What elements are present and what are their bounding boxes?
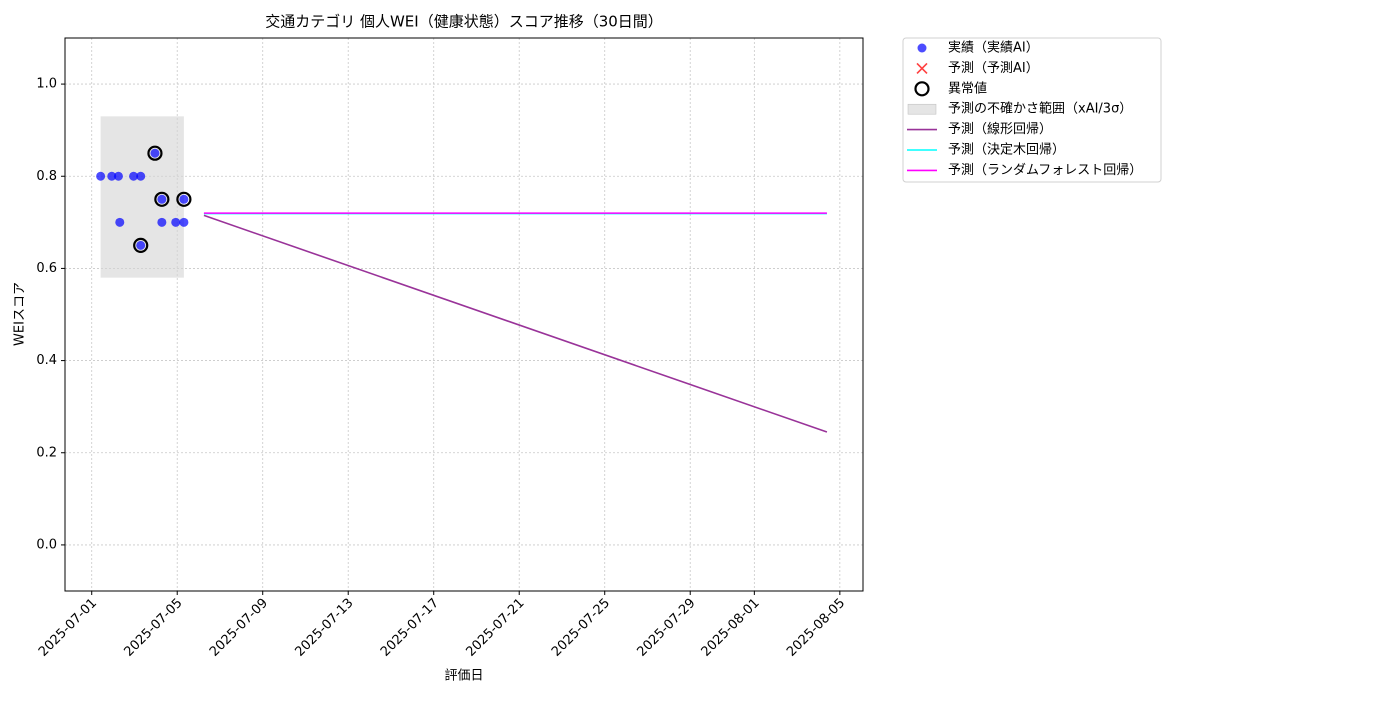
y-tick-label: 0.2 — [36, 445, 57, 460]
plot-layer — [65, 38, 863, 591]
legend-marker — [916, 62, 928, 74]
y-tick-label: 0.6 — [36, 261, 57, 276]
point — [96, 171, 106, 181]
legend-label: 予測（決定木回帰） — [948, 142, 1065, 158]
x-tick-label: 2025-07-13 — [292, 596, 356, 660]
point — [157, 194, 167, 204]
forecast-line — [203, 214, 828, 433]
axes-frame — [64, 37, 864, 592]
legend-box — [902, 37, 1162, 183]
point — [129, 171, 139, 181]
x-tick-label: 2025-07-29 — [634, 596, 698, 660]
legend-marker — [917, 43, 927, 53]
anomaly-marker — [154, 191, 170, 207]
point — [179, 217, 189, 227]
y-tick-label: 0.4 — [36, 353, 57, 368]
point — [113, 171, 123, 181]
anomaly-marker — [176, 191, 192, 207]
chart-title: 交通カテゴリ 個人WEI（健康状態）スコア推移（30日間） — [265, 13, 663, 31]
x-tick-label: 2025-08-05 — [784, 596, 848, 660]
point — [150, 148, 160, 158]
legend-label: 予測（線形回帰） — [948, 121, 1052, 137]
y-tick-label: 0.0 — [36, 537, 57, 552]
point — [136, 240, 146, 250]
legend-label: 予測（予測AI） — [948, 61, 1039, 76]
legend-marker — [914, 81, 930, 97]
x-tick-label: 2025-07-05 — [121, 596, 185, 660]
y-axis-label: WEIスコア — [13, 282, 28, 346]
y-tick-label: 1.0 — [36, 77, 57, 92]
point — [171, 217, 181, 227]
x-tick-label: 2025-08-01 — [699, 596, 763, 660]
legend-label: 実績（実績AI） — [948, 40, 1039, 56]
y-tick-label: 0.8 — [36, 169, 57, 184]
point — [179, 194, 189, 204]
point — [115, 217, 125, 227]
x-tick-label: 2025-07-21 — [463, 596, 527, 660]
legend-label: 異常値 — [948, 80, 987, 96]
anomaly-marker — [133, 237, 149, 253]
legend-label: 予測の不確かさ範囲（xAI/3σ） — [948, 101, 1132, 117]
x-axis-label: 評価日 — [444, 669, 483, 684]
anomaly-marker — [147, 145, 163, 161]
point — [107, 171, 117, 181]
legend-patch — [907, 103, 937, 115]
x-tick-label: 2025-07-17 — [378, 596, 442, 660]
x-tick-label: 2025-07-01 — [36, 596, 100, 660]
x-tick-label: 2025-07-09 — [207, 596, 271, 660]
point — [157, 217, 167, 227]
x-tick-label: 2025-07-25 — [549, 596, 613, 660]
point — [136, 171, 146, 181]
uncertainty-band — [100, 116, 184, 278]
legend-label: 予測（ランダムフォレスト回帰） — [948, 162, 1142, 178]
